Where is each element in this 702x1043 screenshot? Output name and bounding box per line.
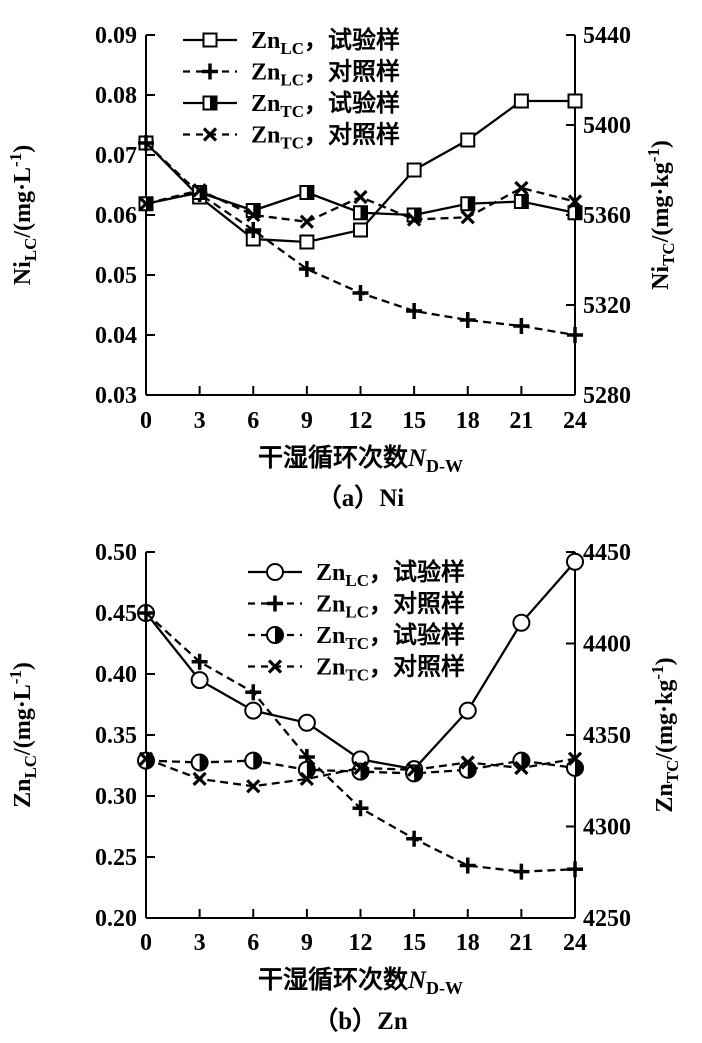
right-tick-label: 5360	[583, 203, 631, 229]
legend-label: ZnLC，对照样	[251, 58, 400, 90]
legend-item: ZnLC，试验样	[248, 558, 465, 590]
x-tick-label: 0	[140, 408, 152, 434]
right-axis-title: NiTC/(mg·kg-1)	[644, 140, 678, 290]
x-tick-label: 9	[301, 930, 313, 956]
right-tick-label: 5320	[583, 293, 631, 319]
legend-item: ZnTC，试验样	[183, 89, 400, 121]
x-tick-label: 21	[509, 408, 533, 434]
x-tick-label: 3	[194, 408, 206, 434]
x-tick-label: 21	[509, 930, 533, 956]
left-tick-label: 0.45	[95, 601, 137, 627]
right-tick-label: 4450	[583, 540, 631, 566]
left-tick-label: 0.05	[95, 263, 137, 289]
right-tick-label: 4250	[583, 906, 631, 932]
x-tick-label: 6	[247, 408, 259, 434]
x-tick-label: 24	[563, 408, 587, 434]
series-b-2	[138, 605, 583, 880]
x-tick-label: 6	[247, 930, 259, 956]
x-tick-label: 15	[402, 408, 426, 434]
right-tick-label: 4350	[583, 723, 631, 749]
legend-item: ZnLC，对照样	[183, 58, 400, 90]
left-tick-label: 0.20	[95, 906, 137, 932]
axes-a: 0.09 0.08 0.07 0.06 0.05 0.04 0.03 5440 5400 5360…	[95, 23, 631, 434]
legend-label: ZnTC，试验样	[251, 89, 400, 121]
left-tick-label: 0.03	[95, 383, 137, 409]
series-b-1	[137, 552, 584, 779]
series-a-2	[138, 135, 583, 343]
left-axis-title: NiLC/(mg·L-1)	[6, 145, 40, 285]
right-tick-label: 4300	[583, 815, 631, 841]
series-b-4	[138, 751, 583, 794]
right-tick-label: 5440	[583, 23, 631, 49]
legend-label: ZnTC，对照样	[251, 121, 400, 153]
left-tick-label: 0.04	[95, 323, 137, 349]
legend-item: ZnTC，对照样	[248, 653, 465, 685]
right-axis-title: ZnTC/(mg·kg-1)	[648, 657, 682, 812]
series-a-4	[138, 180, 583, 229]
chart-b: 0.50 0.45 0.40 0.35 0.30 0.25 0.20 4450 4400 4350…	[6, 540, 682, 1035]
x-tick-label: 18	[456, 408, 480, 434]
x-tick-label: 3	[194, 930, 206, 956]
axes-b: 0.50 0.45 0.40 0.35 0.30 0.25 0.20 4450 4400 4350…	[95, 540, 631, 956]
legend-label: ZnLC，试验样	[316, 558, 465, 590]
legend-item: ZnTC，对照样	[183, 121, 400, 153]
left-tick-label: 0.35	[95, 723, 137, 749]
right-tick-label: 4400	[583, 632, 631, 658]
x-tick-label: 15	[402, 930, 426, 956]
legend-label: ZnTC，对照样	[316, 653, 465, 685]
x-tick-label: 12	[349, 930, 373, 956]
left-axis-title: ZnLC/(mg·L-1)	[6, 662, 40, 808]
x-axis-title: 干湿循环次数ND-W	[258, 965, 463, 998]
legend-label: ZnTC，试验样	[316, 621, 465, 653]
x-axis-title: 干湿循环次数ND-W	[258, 443, 463, 476]
legend-label: ZnLC，试验样	[251, 26, 400, 58]
series-a-1	[138, 93, 583, 250]
left-tick-label: 0.06	[95, 203, 137, 229]
chart-caption: （a）Ni	[317, 483, 405, 512]
legend-label: ZnLC，对照样	[316, 590, 465, 622]
x-tick-label: 9	[301, 408, 313, 434]
right-tick-label: 5400	[583, 113, 631, 139]
x-tick-label: 24	[563, 930, 587, 956]
chart-caption: （b）Zn	[313, 1006, 408, 1035]
x-tick-label: 18	[456, 930, 480, 956]
legend-item: ZnTC，试验样	[248, 621, 465, 653]
x-tick-label: 0	[140, 930, 152, 956]
left-tick-label: 0.25	[95, 845, 137, 871]
legend-item: ZnLC，对照样	[248, 590, 465, 622]
left-tick-label: 0.08	[95, 83, 137, 109]
left-tick-label: 0.40	[95, 662, 137, 688]
chart-a: 0.09 0.08 0.07 0.06 0.05 0.04 0.03 5440 5400 5360…	[6, 23, 678, 512]
legend-item: ZnLC，试验样	[183, 26, 400, 58]
right-tick-label: 5280	[583, 383, 631, 409]
left-tick-label: 0.30	[95, 784, 137, 810]
left-tick-label: 0.50	[95, 540, 137, 566]
left-tick-label: 0.07	[95, 143, 137, 169]
left-tick-label: 0.09	[95, 23, 137, 49]
x-tick-label: 12	[349, 408, 373, 434]
